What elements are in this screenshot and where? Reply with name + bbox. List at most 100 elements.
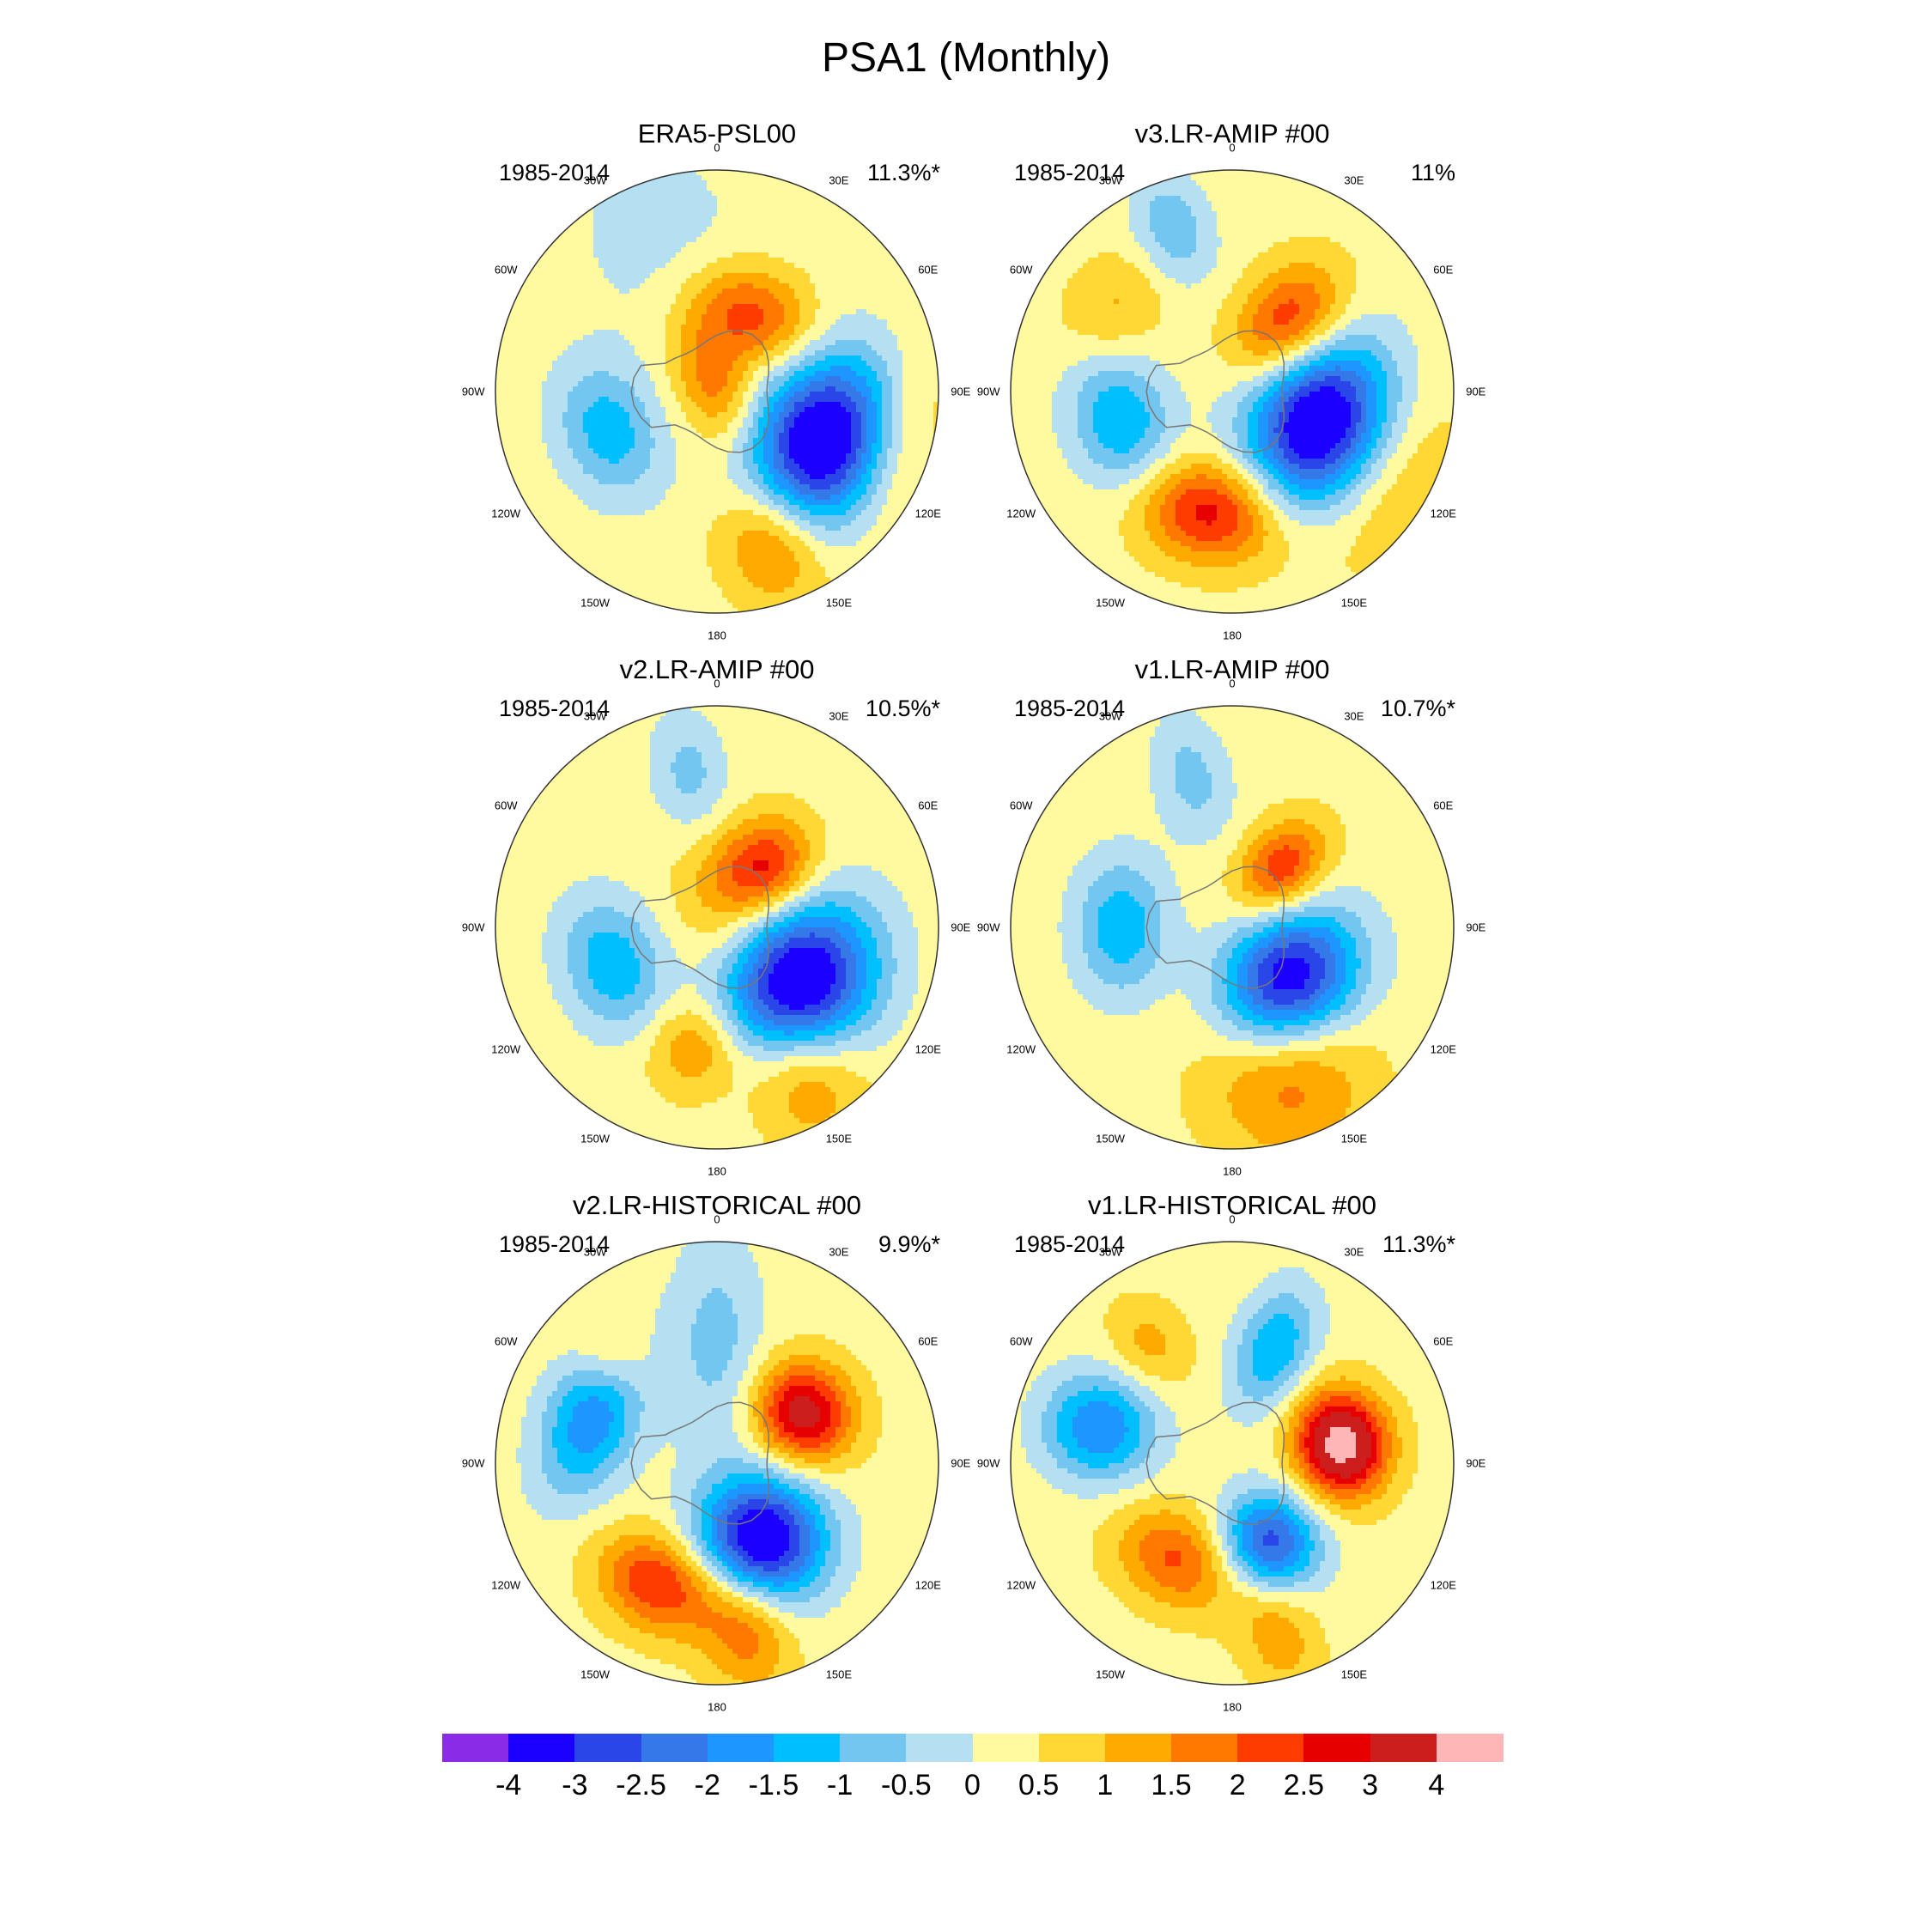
colorbar: -4 -3 -2.5 -2 -1.5 -1 -0.5 0 0.5 1 1.5 2 2.5 3 4	[442, 1734, 1504, 1820]
longitude-label: 30E	[829, 1246, 848, 1259]
colorbar-label: 3	[1362, 1769, 1378, 1802]
antarctica-coastline	[630, 1401, 770, 1525]
longitude-label: 180	[1223, 629, 1242, 641]
contour-field	[495, 706, 939, 1149]
longitude-label: 30E	[1344, 1246, 1364, 1259]
longitude-label: 60W	[495, 799, 518, 812]
longitude-label: 150W	[1096, 1132, 1125, 1145]
longitude-label: 30E	[829, 710, 848, 723]
longitude-label: 0	[714, 677, 720, 690]
longitude-label: 150W	[580, 596, 610, 609]
map-boundary	[495, 169, 939, 614]
longitude-label: 90W	[977, 921, 1000, 934]
colorbar-swatch	[1436, 1734, 1504, 1762]
colorbar-label: 2	[1230, 1769, 1246, 1802]
colorbar-swatch	[574, 1734, 642, 1762]
map-boundary	[1010, 1241, 1455, 1686]
colorbar-label: -0.5	[881, 1769, 932, 1802]
map-panel: v2.LR-HISTORICAL #00 1985-2014 9.9%* 0 30E 60…	[459, 1190, 975, 1713]
period-label: 1985-2014	[499, 160, 610, 186]
longitude-label: 0	[1229, 1213, 1235, 1226]
antarctica-coastline	[1145, 866, 1285, 989]
colorbar-label: -1	[827, 1769, 853, 1802]
longitude-label: 120W	[1006, 1042, 1036, 1055]
map-boundary	[1010, 169, 1455, 614]
longitude-label: 180	[708, 629, 726, 641]
longitude-label: 150W	[580, 1668, 610, 1680]
colorbar-swatch	[906, 1734, 973, 1762]
polar-map	[1010, 1241, 1455, 1686]
variance-label: 11.3%*	[1382, 1231, 1455, 1258]
period-label: 1985-2014	[499, 1231, 610, 1258]
variance-label: 11.3%*	[867, 160, 940, 186]
contour-field	[495, 1242, 939, 1685]
map-panel: v2.LR-AMIP #00 1985-2014 10.5%* 0 30E 60E 90E 1…	[459, 654, 975, 1177]
variance-label: 10.7%*	[1381, 696, 1455, 722]
polar-map	[1010, 705, 1455, 1150]
panel-title: v2.LR-AMIP #00	[459, 654, 975, 685]
longitude-label: 150E	[1341, 1668, 1367, 1680]
longitude-label: 90E	[1466, 1457, 1485, 1470]
longitude-label: 0	[1229, 142, 1235, 155]
longitude-label: 90E	[951, 921, 970, 934]
longitude-label: 60W	[1010, 264, 1033, 276]
colorbar-label: 2.5	[1284, 1769, 1324, 1802]
colorbar-label: 0	[964, 1769, 981, 1802]
longitude-label: 60E	[918, 264, 938, 276]
longitude-label: 120W	[491, 507, 520, 519]
colorbar-label: 1.5	[1151, 1769, 1191, 1802]
colorbar-label: -1.5	[749, 1769, 799, 1802]
longitude-label: 60E	[1433, 264, 1453, 276]
map-panel: v3.LR-AMIP #00 1985-2014 11% 0 30E 60E 90E 120E…	[975, 118, 1490, 641]
colorbar-swatch	[641, 1734, 708, 1762]
contour-field	[1011, 1242, 1454, 1685]
longitude-label: 60E	[918, 799, 938, 812]
colorbar-swatch	[442, 1734, 509, 1762]
colorbar-swatch	[707, 1734, 775, 1762]
longitude-label: 180	[708, 1164, 726, 1177]
panel-title: v1.LR-HISTORICAL #00	[975, 1190, 1490, 1221]
longitude-label: 30W	[584, 174, 607, 187]
panel-title: ERA5-PSL00	[459, 118, 975, 149]
panel-title: v3.LR-AMIP #00	[975, 118, 1490, 149]
longitude-label: 90E	[1466, 386, 1485, 398]
longitude-label: 30W	[1099, 174, 1122, 187]
longitude-label: 150E	[826, 596, 852, 609]
map-boundary	[495, 705, 939, 1150]
longitude-label: 90E	[1466, 921, 1485, 934]
longitude-label: 150W	[1096, 596, 1125, 609]
colorbar-swatch	[773, 1734, 841, 1762]
panel-title: v1.LR-AMIP #00	[975, 654, 1490, 685]
colorbar-swatch	[1237, 1734, 1304, 1762]
longitude-label: 120W	[1006, 1578, 1036, 1591]
longitude-label: 150W	[580, 1132, 610, 1145]
longitude-label: 60W	[495, 1335, 518, 1348]
figure-title: PSA1 (Monthly)	[0, 34, 1932, 82]
longitude-label: 180	[1223, 1700, 1242, 1713]
polar-map	[1010, 169, 1455, 614]
longitude-label: 180	[1223, 1164, 1242, 1177]
period-label: 1985-2014	[1014, 1231, 1125, 1258]
colorbar-label: 4	[1428, 1769, 1444, 1802]
longitude-label: 120E	[1431, 1042, 1456, 1055]
longitude-label: 30E	[1344, 174, 1364, 187]
longitude-label: 0	[714, 142, 720, 155]
colorbar-swatch	[1370, 1734, 1437, 1762]
longitude-label: 0	[714, 1213, 720, 1226]
polar-map	[495, 1241, 939, 1686]
longitude-label: 120E	[1431, 507, 1456, 519]
period-label: 1985-2014	[499, 696, 610, 722]
longitude-label: 150E	[826, 1668, 852, 1680]
colorbar-label: 0.5	[1018, 1769, 1059, 1802]
variance-label: 9.9%*	[878, 1231, 940, 1258]
polar-map	[495, 705, 939, 1150]
longitude-label: 60E	[1433, 799, 1453, 812]
period-label: 1985-2014	[1014, 160, 1125, 186]
longitude-label: 60W	[1010, 799, 1033, 812]
antarctica-coastline	[630, 866, 770, 989]
colorbar-swatch	[1303, 1734, 1371, 1762]
variance-label: 10.5%*	[866, 696, 940, 722]
longitude-label: 60W	[495, 264, 518, 276]
longitude-label: 120E	[915, 1042, 941, 1055]
longitude-label: 30W	[584, 1246, 607, 1259]
